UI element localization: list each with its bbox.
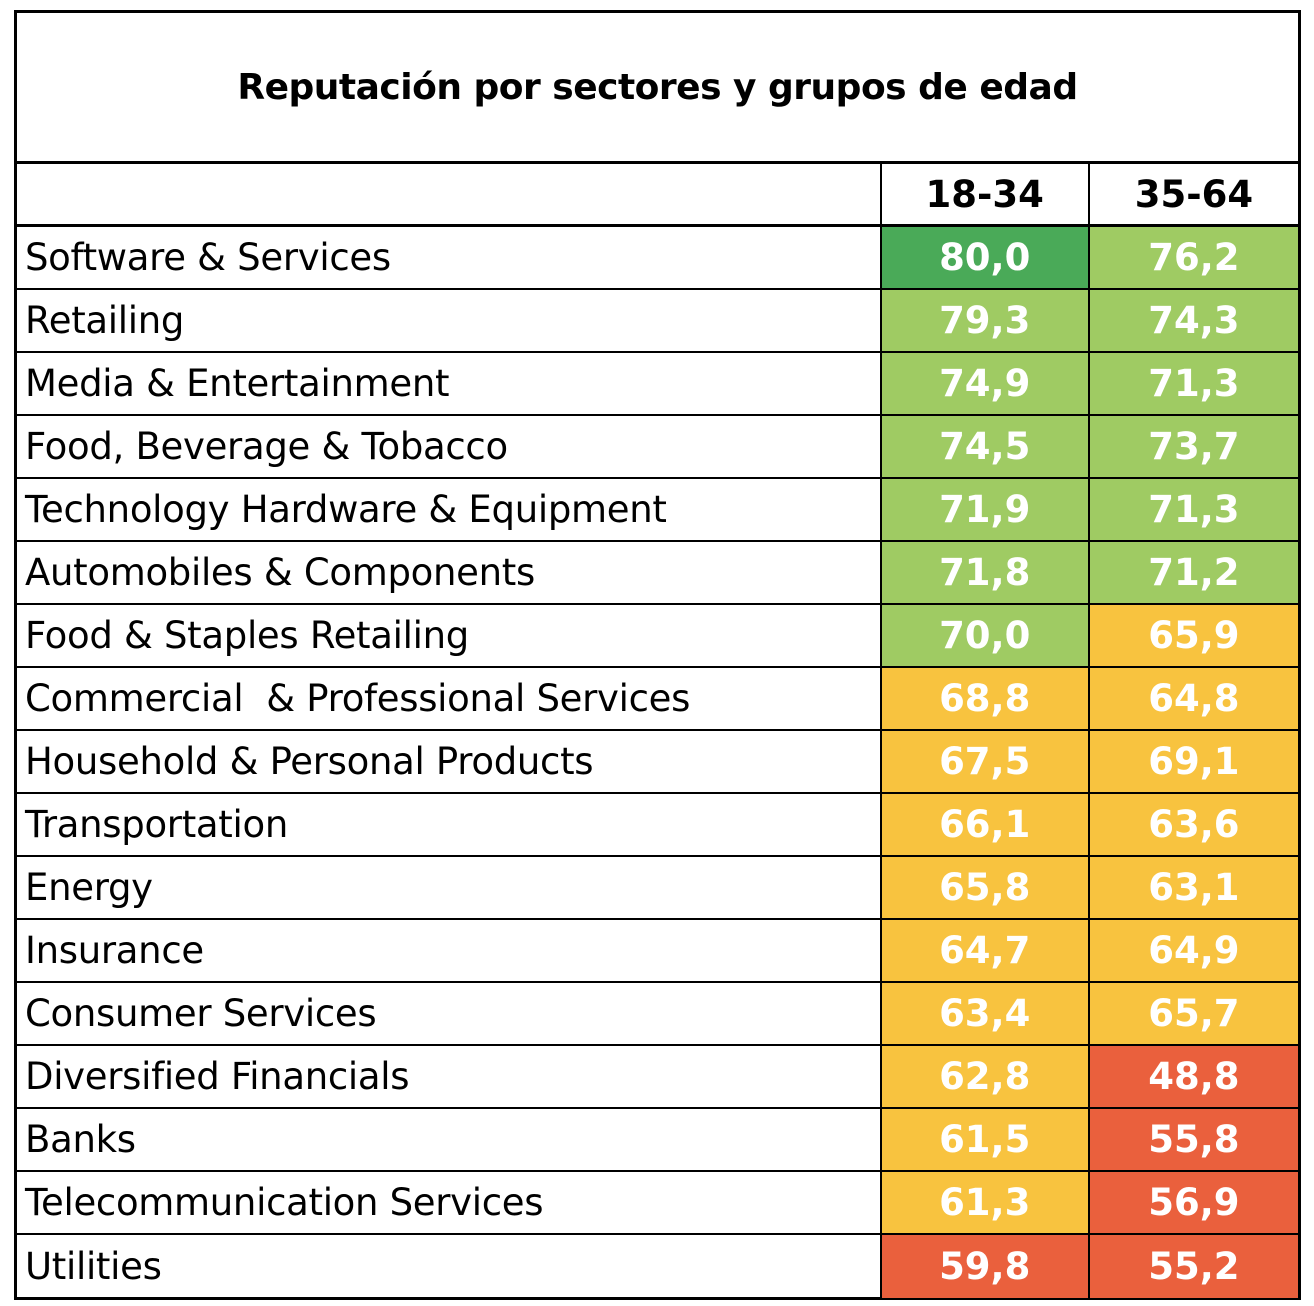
value-cell-18-34: 61,5	[881, 1109, 1090, 1170]
value-cell-35-64: 55,8	[1089, 1109, 1298, 1170]
value-cell-18-34: 80,0	[881, 227, 1090, 288]
table-title-box: Reputación por sectores y grupos de edad	[17, 13, 1298, 164]
value-cell-18-34: 70,0	[881, 605, 1090, 666]
table-row: Software & Services 80,0 76,2	[17, 227, 1298, 290]
sector-label: Telecommunication Services	[17, 1172, 882, 1233]
sector-label: Consumer Services	[17, 983, 882, 1044]
value-cell-18-34: 64,7	[881, 920, 1090, 981]
sector-label: Diversified Financials	[17, 1046, 882, 1107]
table-row: Food, Beverage & Tobacco 74,5 73,7	[17, 416, 1298, 479]
value-cell-18-34: 71,9	[881, 479, 1090, 540]
table-row: Retailing 79,3 74,3	[17, 290, 1298, 353]
value-cell-18-34: 68,8	[881, 668, 1090, 729]
value-cell-35-64: 69,1	[1089, 731, 1298, 792]
value-cell-35-64: 63,6	[1089, 794, 1298, 855]
sector-label: Energy	[17, 857, 882, 918]
value-cell-35-64: 64,9	[1089, 920, 1298, 981]
sector-label: Technology Hardware & Equipment	[17, 479, 882, 540]
sector-label: Food & Staples Retailing	[17, 605, 882, 666]
value-cell-35-64: 65,7	[1089, 983, 1298, 1044]
value-cell-18-34: 65,8	[881, 857, 1090, 918]
column-header-35-64: 35-64	[1089, 164, 1298, 224]
sector-label: Commercial & Professional Services	[17, 668, 882, 729]
table-row: Food & Staples Retailing 70,0 65,9	[17, 605, 1298, 668]
table-row: Transportation 66,1 63,6	[17, 794, 1298, 857]
table-grid: 18-34 35-64 Software & Services 80,0 76,2 R…	[17, 164, 1298, 1298]
sector-label: Automobiles & Components	[17, 542, 882, 603]
value-cell-35-64: 48,8	[1089, 1046, 1298, 1107]
table-row: Telecommunication Services 61,3 56,9	[17, 1172, 1298, 1235]
sector-label: Transportation	[17, 794, 882, 855]
table-row: Household & Personal Products 67,5 69,1	[17, 731, 1298, 794]
value-cell-35-64: 71,2	[1089, 542, 1298, 603]
sector-label: Household & Personal Products	[17, 731, 882, 792]
value-cell-18-34: 66,1	[881, 794, 1090, 855]
sector-label: Utilities	[17, 1235, 882, 1298]
table-row: Commercial & Professional Services 68,8 64…	[17, 668, 1298, 731]
reputation-table: Reputación por sectores y grupos de edad…	[14, 10, 1301, 1300]
table-row: Technology Hardware & Equipment 71,9 71,3	[17, 479, 1298, 542]
value-cell-35-64: 65,9	[1089, 605, 1298, 666]
sector-label: Banks	[17, 1109, 882, 1170]
table-row: Media & Entertainment 74,9 71,3	[17, 353, 1298, 416]
value-cell-18-34: 74,9	[881, 353, 1090, 414]
value-cell-35-64: 71,3	[1089, 479, 1298, 540]
table-row: Automobiles & Components 71,8 71,2	[17, 542, 1298, 605]
value-cell-35-64: 55,2	[1089, 1235, 1298, 1298]
value-cell-18-34: 67,5	[881, 731, 1090, 792]
table-title: Reputación por sectores y grupos de edad	[237, 66, 1078, 108]
value-cell-35-64: 71,3	[1089, 353, 1298, 414]
table-row: Energy 65,8 63,1	[17, 857, 1298, 920]
column-header-18-34: 18-34	[881, 164, 1090, 224]
table-row: Insurance 64,7 64,9	[17, 920, 1298, 983]
value-cell-35-64: 74,3	[1089, 290, 1298, 351]
value-cell-18-34: 74,5	[881, 416, 1090, 477]
rows-container: Software & Services 80,0 76,2 Retailing 79,3…	[17, 227, 1298, 1298]
value-cell-35-64: 56,9	[1089, 1172, 1298, 1233]
value-cell-18-34: 61,3	[881, 1172, 1090, 1233]
value-cell-18-34: 59,8	[881, 1235, 1090, 1298]
value-cell-35-64: 63,1	[1089, 857, 1298, 918]
header-sector-cell	[17, 164, 882, 224]
value-cell-18-34: 62,8	[881, 1046, 1090, 1107]
value-cell-18-34: 63,4	[881, 983, 1090, 1044]
sector-label: Insurance	[17, 920, 882, 981]
table-row: Consumer Services 63,4 65,7	[17, 983, 1298, 1046]
sector-label: Food, Beverage & Tobacco	[17, 416, 882, 477]
table-row: Banks 61,5 55,8	[17, 1109, 1298, 1172]
table-row: Diversified Financials 62,8 48,8	[17, 1046, 1298, 1109]
sector-label: Software & Services	[17, 227, 882, 288]
table-row: Utilities 59,8 55,2	[17, 1235, 1298, 1298]
value-cell-35-64: 73,7	[1089, 416, 1298, 477]
sector-label: Media & Entertainment	[17, 353, 882, 414]
sector-label: Retailing	[17, 290, 882, 351]
header-row: 18-34 35-64	[17, 164, 1298, 227]
value-cell-35-64: 76,2	[1089, 227, 1298, 288]
value-cell-35-64: 64,8	[1089, 668, 1298, 729]
value-cell-18-34: 71,8	[881, 542, 1090, 603]
value-cell-18-34: 79,3	[881, 290, 1090, 351]
